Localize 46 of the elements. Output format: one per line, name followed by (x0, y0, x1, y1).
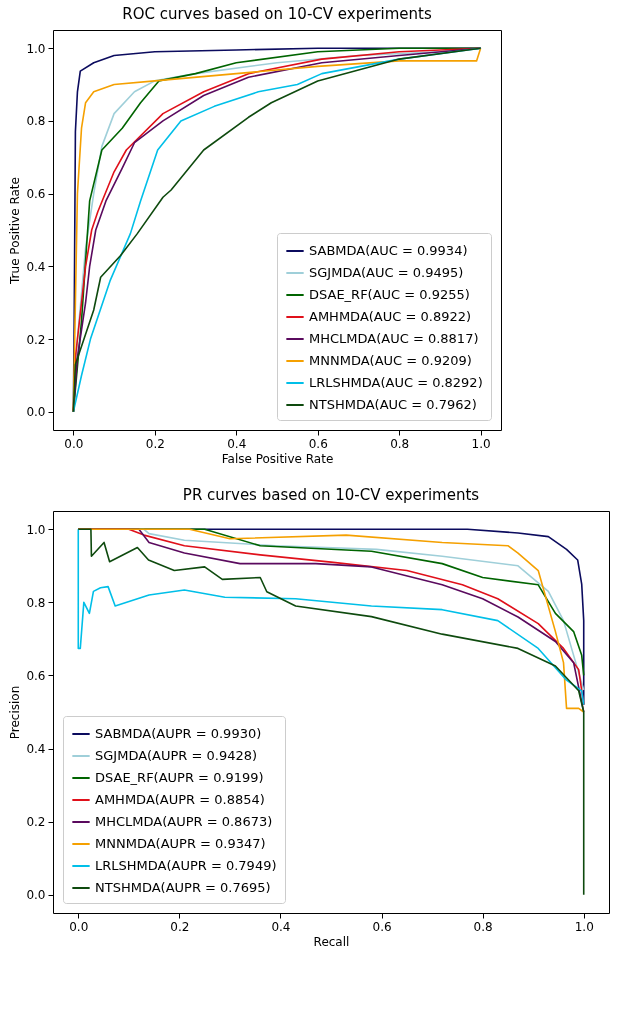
x-tick-label: 0.2 (170, 919, 190, 934)
x-axis-title: Recall (313, 934, 350, 949)
legend-label: AMHMDA(AUPR = 0.8854) (95, 792, 265, 807)
legend-label: SGJMDA(AUC = 0.9495) (309, 265, 464, 280)
legend-label: SABMDA(AUPR = 0.9930) (95, 726, 262, 741)
x-tick-label: 1.0 (471, 436, 491, 451)
y-axis-title: True Positive Rate (8, 177, 23, 285)
y-tick-label: 0.4 (26, 742, 46, 757)
y-tick-label: 0.0 (26, 405, 46, 420)
y-tick-label: 0.8 (26, 595, 46, 610)
y-tick-label: 0.2 (26, 815, 46, 830)
legend-label: LRLSHMDA(AUPR = 0.7949) (95, 858, 277, 873)
legend-label: AMHMDA(AUC = 0.8922) (309, 309, 472, 324)
chart-title: PR curves based on 10-CV experiments (182, 486, 480, 504)
x-tick-label: 0.4 (271, 919, 291, 934)
x-tick-label: 0.6 (372, 919, 392, 934)
x-tick-label: 0.8 (390, 436, 410, 451)
chart-title: ROC curves based on 10-CV experiments (122, 5, 432, 23)
x-tick-label: 1.0 (574, 919, 594, 934)
y-tick-label: 0.0 (26, 888, 46, 903)
legend-label: SGJMDA(AUPR = 0.9428) (95, 748, 258, 763)
y-tick-label: 0.4 (26, 259, 46, 274)
legend-label: LRLSHMDA(AUC = 0.8292) (309, 375, 483, 390)
x-tick-label: 0.0 (64, 436, 84, 451)
legend-label: DSAE_RF(AUC = 0.9255) (309, 287, 470, 302)
x-tick-label: 0.0 (69, 919, 89, 934)
legend-label: DSAE_RF(AUPR = 0.9199) (95, 770, 264, 785)
y-tick-label: 1.0 (26, 522, 46, 537)
x-tick-label: 0.8 (473, 919, 493, 934)
y-tick-label: 1.0 (26, 41, 46, 56)
legend-label: MNNMDA(AUPR = 0.9347) (95, 836, 266, 851)
y-axis-title: Precision (8, 685, 23, 740)
y-tick-label: 0.6 (26, 668, 46, 683)
legend-label: NTSHMDA(AUC = 0.7962) (309, 397, 477, 412)
legend-label: MNNMDA(AUC = 0.9209) (309, 353, 472, 368)
legend-label: NTSHMDA(AUPR = 0.7695) (95, 880, 271, 895)
legend-label: SABMDA(AUC = 0.9934) (309, 243, 468, 258)
legend-label: MHCLMDA(AUC = 0.8817) (309, 331, 479, 346)
x-tick-label: 0.6 (308, 436, 328, 451)
x-tick-label: 0.2 (145, 436, 165, 451)
y-tick-label: 0.8 (26, 114, 46, 129)
legend-label: MHCLMDA(AUPR = 0.8673) (95, 814, 273, 829)
y-tick-label: 0.2 (26, 332, 46, 347)
x-tick-label: 0.4 (227, 436, 247, 451)
x-axis-title: False Positive Rate (221, 451, 334, 466)
y-tick-label: 0.6 (26, 187, 46, 202)
